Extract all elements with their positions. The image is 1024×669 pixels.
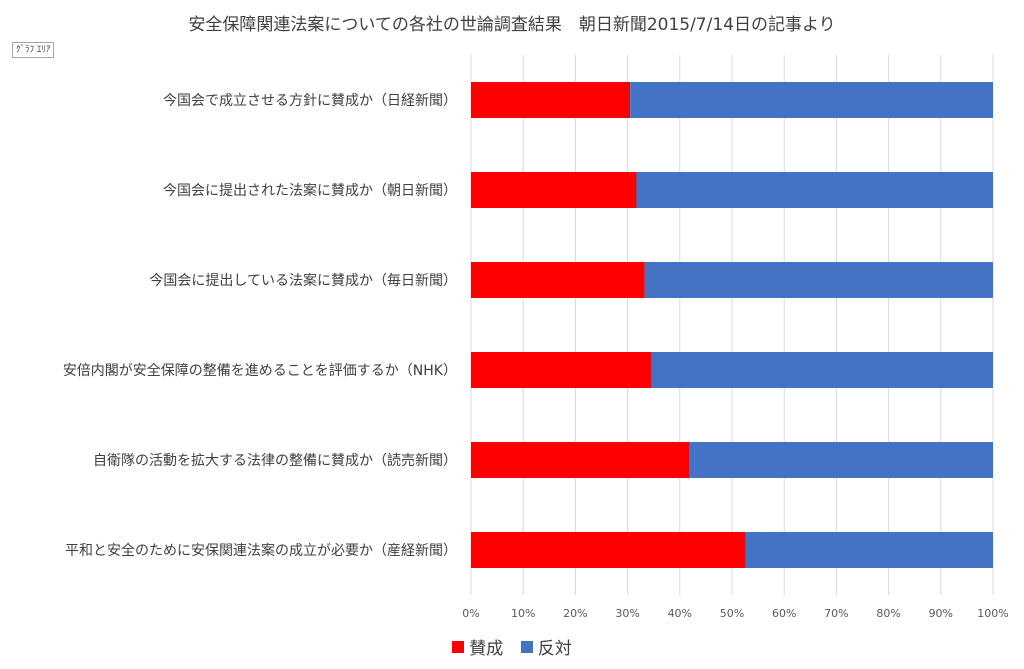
category-label: 自衛隊の活動を拡大する法律の整備に賛成か（読売新聞）	[93, 452, 457, 469]
category-labels: 今国会で成立させる方針に賛成か（日経新聞） 今国会に提出された法案に賛成か（朝日新…	[63, 93, 457, 559]
x-tick-label: 100%	[977, 607, 1008, 620]
category-label: 今国会に提出している法案に賛成か（毎日新聞）	[149, 272, 457, 289]
x-tick-label: 50%	[720, 607, 744, 620]
bar-yes[interactable]	[471, 172, 637, 208]
legend-swatch-no	[520, 640, 533, 653]
x-tick-label: 40%	[668, 607, 692, 620]
category-label: 平和と安全のために安保関連法案の成立が必要か（産経新聞）	[65, 542, 457, 559]
legend-label-no: 反対	[537, 639, 572, 659]
legend-swatch-yes	[452, 640, 465, 653]
bar-no[interactable]	[630, 82, 993, 118]
x-axis-ticks: 0% 10% 20% 30% 40% 50% 60% 70% 80% 90% 100%	[462, 607, 1008, 620]
gridlines	[470, 55, 994, 595]
legend-item-no[interactable]: 反対	[520, 634, 572, 659]
x-tick-label: 10%	[511, 607, 535, 620]
bar-no[interactable]	[745, 532, 993, 568]
bar-no[interactable]	[644, 262, 993, 298]
bar-yes[interactable]	[471, 262, 645, 298]
bar-yes[interactable]	[471, 442, 690, 478]
legend: 賛成 反対	[0, 634, 1024, 659]
bars	[471, 82, 993, 568]
category-label: 今国会に提出された法案に賛成か（朝日新聞）	[163, 182, 457, 199]
x-tick-label: 80%	[876, 607, 900, 620]
x-tick-label: 70%	[824, 607, 848, 620]
x-tick-label: 90%	[929, 607, 953, 620]
bar-yes[interactable]	[471, 82, 631, 118]
bar-no[interactable]	[651, 352, 993, 388]
legend-label-yes: 賛成	[469, 639, 504, 659]
bar-yes[interactable]	[471, 352, 652, 388]
x-tick-label: 30%	[615, 607, 639, 620]
x-tick-label: 0%	[462, 607, 479, 620]
bar-no[interactable]	[636, 172, 993, 208]
legend-item-yes[interactable]: 賛成	[452, 634, 503, 659]
category-label: 今国会で成立させる方針に賛成か（日経新聞）	[163, 93, 457, 109]
category-label: 安倍内閣が安全保障の整備を進めることを評価するか（NHK）	[63, 362, 457, 379]
chart-title: 安全保障関連法案についての各社の世論調査結果 朝日新聞2015/7/14日の記事…	[188, 15, 836, 35]
bar-yes[interactable]	[471, 532, 746, 568]
x-tick-label: 60%	[772, 607, 796, 620]
x-tick-label: 20%	[563, 607, 587, 620]
chart-area-tag: ｸﾞﾗﾌ ｴﾘｱ	[12, 42, 55, 58]
bar-no[interactable]	[689, 442, 993, 478]
